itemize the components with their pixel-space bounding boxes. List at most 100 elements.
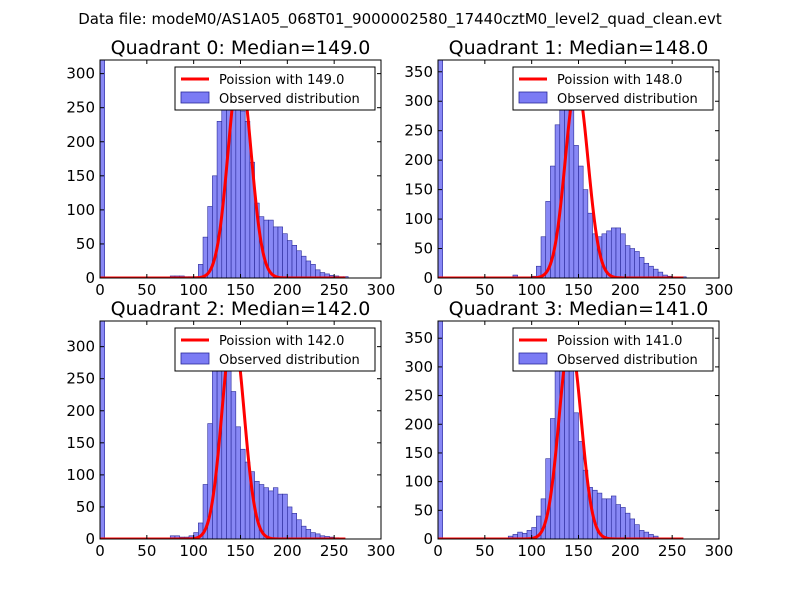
histogram-bar xyxy=(578,165,584,278)
x-tick-label: 200 xyxy=(611,542,640,560)
histogram-bar xyxy=(438,60,443,278)
histogram-bar xyxy=(296,519,302,539)
x-tick-label: 300 xyxy=(367,281,396,299)
histogram-bar xyxy=(240,110,246,278)
y-tick-label: 50 xyxy=(76,235,95,253)
y-tick-label: 100 xyxy=(404,210,433,228)
poisson-line xyxy=(438,81,684,278)
x-tick-label: 250 xyxy=(658,542,687,560)
legend-label-observed: Observed distribution xyxy=(557,353,698,368)
y-tick-label: 200 xyxy=(66,133,95,151)
histogram-bar xyxy=(277,226,283,278)
histogram-bar xyxy=(310,264,316,278)
x-tick-label: 50 xyxy=(137,542,156,560)
histogram-bar xyxy=(277,493,283,539)
histogram-bar xyxy=(625,512,631,539)
y-tick-label: 300 xyxy=(66,338,95,356)
histogram-bar xyxy=(301,255,307,278)
histogram-bar xyxy=(301,525,307,539)
y-tick-label: 250 xyxy=(404,387,433,405)
poisson-line xyxy=(100,66,346,278)
legend-bar-swatch xyxy=(180,91,210,104)
histogram-bar xyxy=(568,109,575,278)
legend: Poission with 141.0 Observed distribution xyxy=(512,327,714,372)
legend-label-poisson: Poission with 149.0 xyxy=(219,73,344,88)
histogram-bar xyxy=(568,366,575,539)
histogram-bar xyxy=(629,248,635,278)
histogram-bar xyxy=(268,490,274,539)
poisson-line xyxy=(100,328,346,539)
subplot-2: 0 50 100 150 200 250 300 0 50 100 150 200 250 300 Quad… xyxy=(66,298,395,560)
legend-bar-swatch xyxy=(518,352,548,365)
y-tick-label: 300 xyxy=(404,92,433,110)
x-tick-label: 100 xyxy=(517,281,546,299)
y-tick-label: 0 xyxy=(423,269,433,287)
y-tick-label: 150 xyxy=(404,181,433,199)
x-tick-label: 150 xyxy=(564,542,593,560)
legend-bar-swatch xyxy=(180,352,210,365)
y-tick-label: 350 xyxy=(404,329,433,347)
histogram-bar xyxy=(438,321,443,539)
y-tick-label: 50 xyxy=(76,498,95,516)
histogram-bar xyxy=(629,518,635,539)
histogram-bar xyxy=(212,365,218,539)
legend: Poission with 149.0 Observed distribution xyxy=(174,66,376,111)
histogram-bar xyxy=(639,257,645,278)
x-tick-label: 250 xyxy=(658,281,687,299)
x-tick-label: 0 xyxy=(433,542,443,560)
histogram-bar xyxy=(615,504,621,539)
poisson-line xyxy=(438,339,684,539)
plot-area xyxy=(100,321,346,539)
histogram-bar xyxy=(291,513,297,539)
legend-label-poisson: Poission with 141.0 xyxy=(557,334,682,349)
histogram-bar xyxy=(263,487,269,539)
histogram-bar xyxy=(554,124,561,278)
legend-label-observed: Observed distribution xyxy=(219,92,360,107)
y-tick-label: 200 xyxy=(66,402,95,420)
histogram-bar xyxy=(100,60,105,278)
y-tick-label: 50 xyxy=(414,501,433,519)
y-tick-label: 150 xyxy=(404,444,433,462)
histogram-bar xyxy=(643,262,650,278)
y-tick-label: 100 xyxy=(404,473,433,491)
subplot-title: Quadrant 2: Median=142.0 xyxy=(111,298,371,320)
y-tick-label: 300 xyxy=(404,358,433,376)
y-tick-label: 200 xyxy=(404,151,433,169)
x-tick-label: 50 xyxy=(475,281,494,299)
histogram-bar xyxy=(648,265,654,278)
x-tick-label: 200 xyxy=(273,281,302,299)
x-tick-label: 150 xyxy=(564,281,593,299)
histogram-bar xyxy=(226,352,232,539)
y-tick-label: 0 xyxy=(423,530,433,548)
histogram-bar xyxy=(305,260,312,278)
x-tick-label: 200 xyxy=(273,542,302,560)
histogram-bar xyxy=(582,189,589,278)
legend: Poission with 142.0 Observed distribution xyxy=(174,327,376,372)
histogram-bar xyxy=(634,251,640,278)
histogram-bar xyxy=(625,245,631,278)
x-tick-label: 50 xyxy=(137,281,156,299)
histogram-bar xyxy=(620,233,626,278)
subplot-1: 0 50 100 150 200 250 300 0 50 100 150 200 250 300 350 Q… xyxy=(404,37,733,299)
histogram-bar xyxy=(272,487,279,539)
histogram-bar xyxy=(610,227,617,278)
y-tick-label: 50 xyxy=(414,240,433,258)
x-tick-label: 300 xyxy=(367,542,396,560)
histogram-bar xyxy=(296,250,302,278)
histogram-bar xyxy=(287,240,293,278)
subplot-title: Quadrant 1: Median=148.0 xyxy=(449,37,709,59)
x-tick-label: 200 xyxy=(611,281,640,299)
x-tick-label: 0 xyxy=(95,281,105,299)
histogram-bar xyxy=(291,245,297,278)
histogram-bar xyxy=(272,226,279,278)
subplot-title: Quadrant 3: Median=141.0 xyxy=(449,298,709,320)
histogram-bar xyxy=(202,236,209,278)
histogram-bar xyxy=(216,121,223,278)
y-tick-label: 250 xyxy=(404,122,433,140)
y-tick-label: 200 xyxy=(404,415,433,433)
histogram-bar xyxy=(573,145,579,278)
y-tick-label: 100 xyxy=(66,201,95,219)
x-tick-label: 0 xyxy=(95,542,105,560)
legend-label-poisson: Poission with 142.0 xyxy=(219,334,344,349)
